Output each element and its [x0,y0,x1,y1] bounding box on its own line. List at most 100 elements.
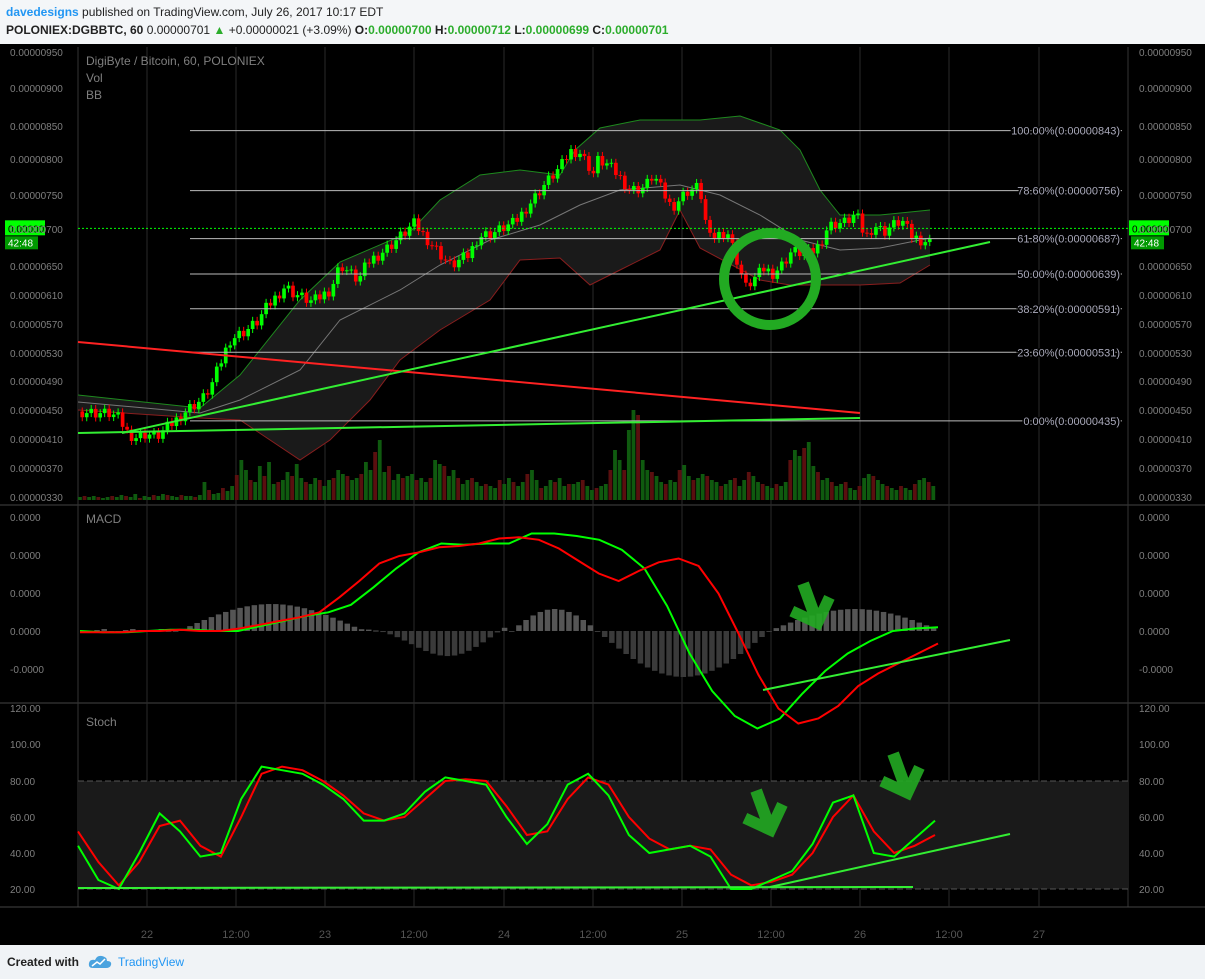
stoch-tick-right: 20.00 [1139,885,1164,896]
volume-bar [857,486,862,500]
volume-bar [151,495,156,500]
volume-bar [197,495,202,500]
candle-body [273,295,277,306]
volume-bar [507,478,511,500]
candle-body [448,259,452,261]
volume-bar [682,465,687,500]
macd-histogram-bar [323,614,329,631]
candle-body [371,255,376,264]
volume-bar [737,486,742,500]
volume-bar [391,480,396,500]
volume-bar [926,482,931,500]
y-tick-left: 0.00000410 [10,435,63,446]
candle-body [748,282,753,287]
symbol-line: POLONIEX:DGBBTC, 60 0.00000701 ▲ +0.0000… [6,23,668,37]
candle-body [869,233,874,235]
stoch-d-line [77,765,936,887]
volume-bar [470,478,474,500]
macd-histogram-bar [94,630,100,631]
candle-body [300,292,304,296]
candle-body [331,283,336,297]
y-tick-left: 0.00000570 [10,320,63,331]
macd-histogram-bar [437,631,443,656]
macd-histogram-bar [630,631,637,660]
macd-histogram-bar [716,631,722,668]
fib-level-label: 50.00%(0.00000639) [1017,269,1120,281]
candle-body [744,274,748,283]
candle-body [380,252,385,261]
candle-body [703,199,708,220]
candle-body [851,215,856,224]
macd-tick-right: 0.0000 [1139,551,1170,562]
volume-bar [91,496,96,500]
bollinger-basis [77,184,931,414]
y-tick-left: 0.00000950 [10,48,63,59]
y-tick-right: 0.00000330 [1139,493,1192,504]
stoch-tick-right: 60.00 [1139,813,1164,824]
macd-histogram-bar [351,626,358,631]
tradingview-link[interactable]: TradingView [118,955,185,969]
macd-histogram-bar [623,631,629,654]
candle-body [214,366,219,383]
stoch-k-line [77,765,936,891]
volume-bar [663,484,668,500]
countdown-text-right: 42:48 [1134,238,1159,249]
candle-body [344,270,349,272]
volume-bar [442,466,447,500]
volume-bar [756,482,760,500]
axes: 0.00000950 0.00000950 0.00000900 0.00000900… [10,48,1192,941]
stoch-tick-right: 100.00 [1139,740,1170,751]
volume-bar [866,474,871,500]
stoch-tick-left: 60.00 [10,813,35,824]
created-with-text: Created with [7,955,80,969]
candle-body [690,189,694,196]
candle-body [434,245,439,247]
volume-bar [410,474,414,500]
volume-bar [308,484,313,500]
macd-histogram-bar [530,615,536,631]
candle-body [170,421,174,427]
volume-bar [700,474,705,500]
volume-bar [654,476,659,500]
open-value: 0.00000700 [368,23,432,37]
candle-body [492,232,497,239]
author-link[interactable]: davedesigns [6,5,79,19]
y-tick-left: 0.00000850 [10,122,63,133]
candle-body [762,267,766,272]
volume-bar [428,478,433,500]
candle-body [542,184,546,196]
candle-body [784,261,789,264]
candle-body [111,414,116,418]
candle-body [398,231,403,241]
volume-bar [797,456,802,500]
countdown-badge-left [5,236,38,250]
volume-bar [719,486,724,500]
candle-body [201,393,206,402]
macd-histogram-bar [201,619,208,631]
y-tick-right: 0.00000650 [1139,262,1192,273]
last-price: 0.00000701 [146,23,211,37]
y-tick-right: 0.00000800 [1139,155,1192,166]
candle-body [614,162,618,176]
candle-body [739,264,744,275]
volume-bar [585,486,590,500]
macd-histogram-bar [358,629,365,631]
macd-histogram-bar [315,612,322,631]
candle-body [591,170,596,174]
volume-bar [889,488,894,500]
chart-canvas[interactable]: 100.00%(0.00000843) 78.60%(0.00000756) 61.… [0,44,1205,945]
vol-label: Vol [86,71,103,85]
volume-bar [580,480,585,500]
volume-bar [447,476,451,500]
volume-bar [336,470,341,500]
footer: Created with TradingView [0,945,1205,979]
volume-bar [852,490,857,500]
volume-bar [543,486,548,500]
volume-bar [871,476,876,500]
candle-body [439,246,443,260]
candle-body [636,185,641,194]
bollinger-lower [77,208,931,461]
volume-bar [294,464,299,500]
volume-bar [271,484,276,500]
macd-histogram-bar [330,617,336,631]
